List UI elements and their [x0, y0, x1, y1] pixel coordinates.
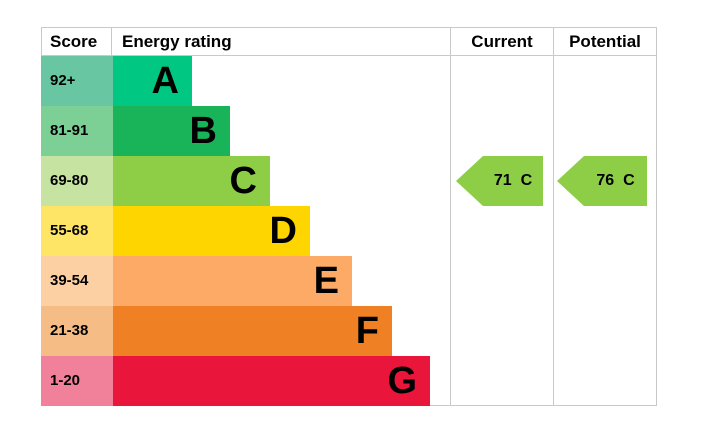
potential-score: 76 — [596, 172, 615, 189]
score-cell: 81-91 — [41, 106, 113, 156]
score-cell: 69-80 — [41, 156, 113, 206]
band-bar: C — [113, 156, 270, 206]
bands: 92+ A 81-91 B 69-80 C 55-68 D 39-54 E 21… — [41, 56, 657, 406]
band-row-d: 55-68 D — [41, 206, 657, 256]
band-row-f: 21-38 F — [41, 306, 657, 356]
current-band-letter: C — [520, 172, 533, 189]
score-cell: 1-20 — [41, 356, 113, 406]
band-bar: A — [113, 56, 192, 106]
band-bar: G — [113, 356, 430, 406]
band-bar: F — [113, 306, 392, 356]
potential-band-letter: C — [623, 172, 635, 189]
header-potential: Potential — [553, 28, 657, 55]
band-bar: D — [113, 206, 310, 256]
score-cell: 39-54 — [41, 256, 113, 306]
score-cell: 21-38 — [41, 306, 113, 356]
band-row-e: 39-54 E — [41, 256, 657, 306]
band-row-b: 81-91 B — [41, 106, 657, 156]
band-row-a: 92+ A — [41, 56, 657, 106]
band-bar: E — [113, 256, 352, 306]
bands-body: 92+ A 81-91 B 69-80 C 55-68 D 39-54 E 21… — [41, 56, 657, 406]
column-divider-right-edge — [656, 56, 657, 406]
current-score: 71 — [493, 172, 512, 189]
column-divider-potential-left — [553, 56, 554, 406]
band-bar: B — [113, 106, 230, 156]
band-row-c: 69-80 C — [41, 156, 657, 206]
header-row: Score Energy rating Current Potential — [41, 27, 657, 56]
band-row-g: 1-20 G — [41, 356, 657, 406]
header-current: Current — [450, 28, 553, 55]
score-cell: 92+ — [41, 56, 113, 106]
header-energy-rating: Energy rating — [122, 32, 232, 51]
score-cell: 55-68 — [41, 206, 113, 256]
epc-table: Score Energy rating Current Potential 92… — [41, 27, 657, 407]
header-score: Score — [41, 28, 112, 55]
column-divider-current-left — [450, 56, 451, 406]
